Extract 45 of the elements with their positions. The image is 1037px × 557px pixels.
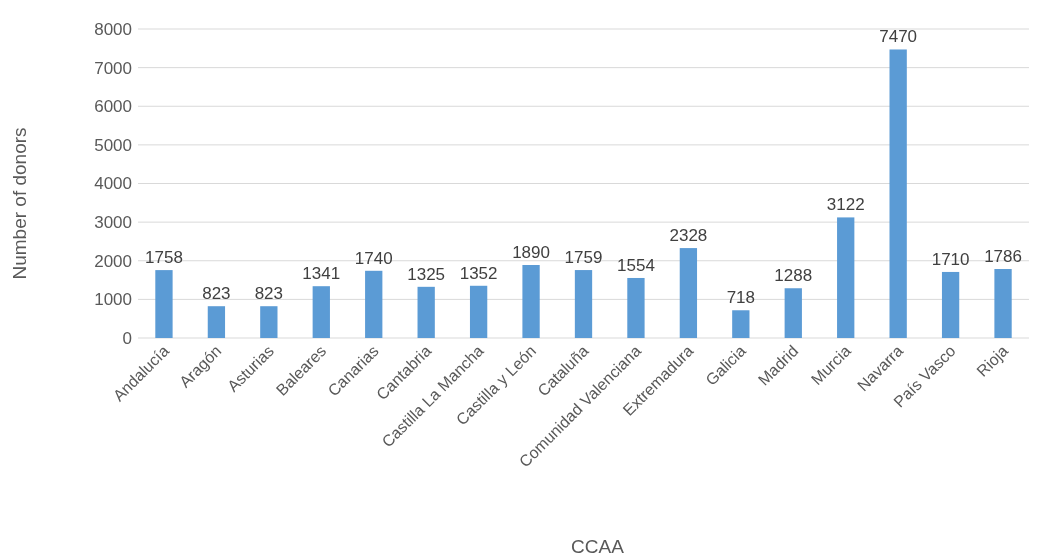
data-label: 1759 <box>564 248 603 268</box>
y-tick-label: 0 <box>122 328 132 348</box>
data-label: 718 <box>726 288 756 308</box>
bar <box>155 270 173 338</box>
data-label: 1740 <box>354 248 393 268</box>
data-label: 1710 <box>931 249 970 269</box>
data-label: 1288 <box>774 266 813 286</box>
bar <box>732 310 750 338</box>
bar <box>522 265 540 338</box>
data-label: 1554 <box>617 255 655 275</box>
bar <box>312 286 330 338</box>
data-label: 7470 <box>879 27 918 47</box>
bar <box>679 248 698 338</box>
data-label: 823 <box>254 284 284 304</box>
data-label: 823 <box>202 284 231 304</box>
bar <box>365 270 383 338</box>
y-tick-label: 1000 <box>94 290 132 310</box>
bar <box>627 277 645 338</box>
data-label: 2328 <box>669 226 708 246</box>
bar <box>784 288 802 338</box>
bar <box>417 286 435 338</box>
bar <box>574 270 593 338</box>
bar <box>260 306 278 338</box>
data-label: 3122 <box>826 195 865 215</box>
y-tick-label: 4000 <box>94 174 132 194</box>
y-tick-label: 5000 <box>94 135 132 155</box>
bar <box>837 217 855 338</box>
bar <box>994 269 1012 338</box>
data-label: 1758 <box>145 248 183 268</box>
y-tick-label: 3000 <box>94 213 132 233</box>
y-axis-title: Number of donors <box>9 127 30 280</box>
data-label: 1890 <box>512 243 550 262</box>
y-tick-label: 6000 <box>94 97 132 117</box>
data-label: 1352 <box>459 263 498 283</box>
data-label: 1325 <box>407 264 446 284</box>
y-tick-label: 7000 <box>94 58 132 78</box>
bar <box>207 306 226 338</box>
bar <box>941 271 960 338</box>
x-axis-title: CCAA <box>571 536 625 557</box>
y-tick-label: 2000 <box>94 251 132 271</box>
bar <box>889 49 907 338</box>
data-label: 1341 <box>302 264 341 284</box>
bar <box>469 285 488 338</box>
data-label: 1786 <box>984 247 1022 267</box>
y-tick-label: 8000 <box>94 19 132 39</box>
